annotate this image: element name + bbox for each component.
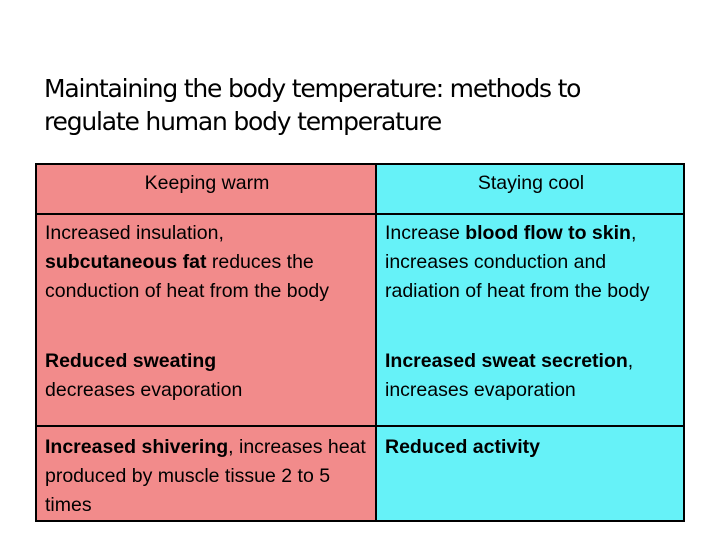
table-header-row: Keeping warm Staying cool <box>35 163 685 215</box>
header-staying-cool: Staying cool <box>375 163 685 215</box>
table-row: Increased insulation, subcutaneous fat r… <box>35 213 685 341</box>
cell-cool-sweat-secretion: Increased sweat secretion, increases eva… <box>375 341 685 427</box>
temperature-regulation-table: Keeping warm Staying cool Increased insu… <box>35 163 685 522</box>
slide-title: Maintaining the body temperature: method… <box>44 72 694 138</box>
warm-insulation-rest: reduces the conduction of heat from the … <box>45 251 330 302</box>
warm-shivering-bold: Increased shivering <box>45 436 229 458</box>
warm-insulation-text: Increased insulation, <box>45 222 224 244</box>
cell-warm-insulation: Increased insulation, subcutaneous fat r… <box>35 213 377 341</box>
cool-activity-bold: Reduced activity <box>385 436 540 458</box>
cell-warm-shivering: Increased shivering, increases heat prod… <box>35 425 377 522</box>
cool-sweat-text: , increases evaporation <box>385 350 634 401</box>
warm-sweating-bold: Reduced sweating <box>45 350 217 372</box>
cool-blood-flow-text: Increase <box>385 222 466 244</box>
header-keeping-warm: Keeping warm <box>35 163 377 215</box>
cell-cool-activity: Reduced activity <box>375 425 685 522</box>
cool-sweat-bold: Increased sweat secretion <box>385 350 628 372</box>
cool-blood-flow-bold: blood flow to skin <box>465 222 631 244</box>
table-row: Increased shivering, increases heat prod… <box>35 425 685 522</box>
slide-title-line-1: Maintaining the body temperature: method… <box>44 74 581 103</box>
warm-insulation-bold: subcutaneous fat <box>45 251 207 273</box>
warm-sweating-text: decreases evaporation <box>45 379 243 401</box>
slide-title-line-2: regulate human body temperature <box>44 107 442 136</box>
cool-blood-flow-rest: , increases conduction and radiation of … <box>385 222 650 302</box>
warm-shivering-text: , increases heat produced by muscle tiss… <box>45 436 366 516</box>
cell-cool-blood-flow: Increase blood flow to skin, increases c… <box>375 213 685 341</box>
cell-warm-sweating: Reduced sweating decreases evaporation <box>35 341 377 427</box>
table-row: Reduced sweating decreases evaporation I… <box>35 341 685 427</box>
